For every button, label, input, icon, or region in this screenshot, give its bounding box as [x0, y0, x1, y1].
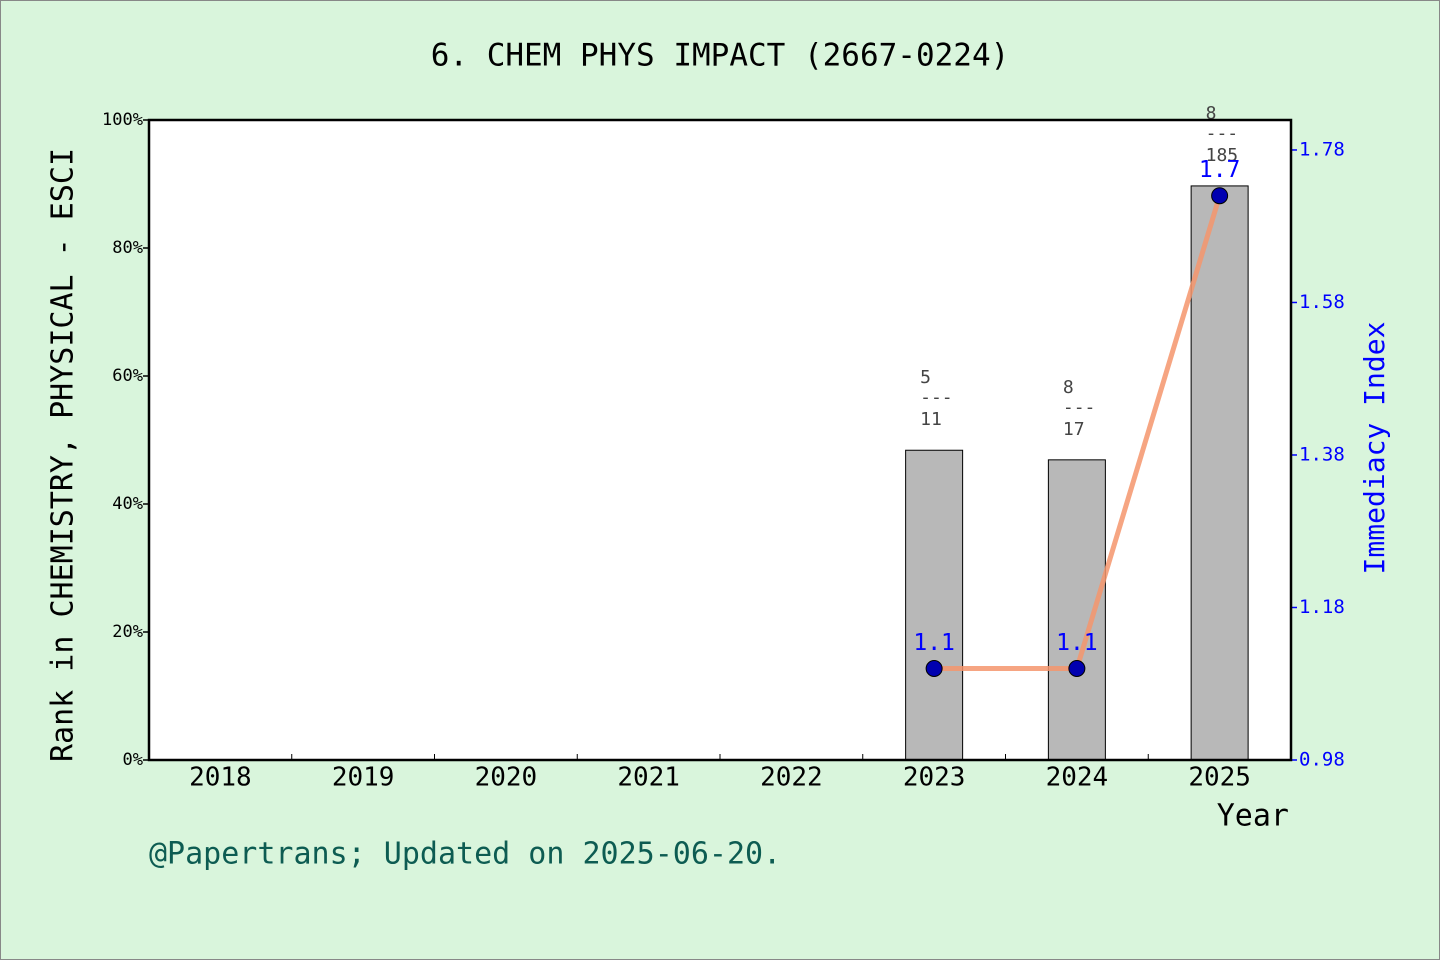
total-label: 185	[1206, 145, 1239, 166]
total-label: 11	[920, 409, 942, 430]
x-tick-label: 2020	[475, 763, 538, 793]
chart-title: 6. CHEM PHYS IMPACT (2667-0224)	[431, 38, 1010, 74]
rank-label: 5	[920, 367, 931, 388]
rank-label: 8	[1063, 377, 1074, 398]
y2-tick-label: 1.38	[1299, 443, 1345, 465]
y-tick-label: 20%	[112, 622, 143, 642]
y2-axis-title: Immediacy Index	[1358, 322, 1391, 575]
x-tick-label: 2019	[332, 763, 395, 793]
total-label: 17	[1063, 419, 1085, 440]
y2-tick-label: 1.18	[1299, 596, 1345, 618]
y-tick-label: 0%	[123, 750, 143, 770]
y-tick-label: 60%	[112, 366, 143, 386]
line-value-label: 1.1	[1056, 630, 1098, 656]
x-tick-label: 2025	[1188, 763, 1251, 793]
line-value-label: 1.7	[1199, 157, 1241, 183]
rank-separator: ---	[1206, 123, 1239, 144]
y2-tick-label: 1.58	[1299, 291, 1345, 313]
y-tick-label: 100%	[102, 110, 143, 130]
rank-separator: ---	[920, 387, 953, 408]
x-axis-title: Year	[1217, 799, 1289, 834]
line-marker	[925, 659, 943, 677]
line-marker	[1211, 187, 1229, 205]
y-tick-label: 80%	[112, 238, 143, 258]
rank-separator: ---	[1063, 397, 1096, 418]
x-tick-label: 2024	[1046, 763, 1109, 793]
line-marker	[1068, 659, 1086, 677]
bar	[905, 449, 964, 761]
footer: @Papertrans; Updated on 2025-06-20.	[149, 837, 781, 872]
plot-area	[149, 120, 1291, 760]
x-tick-label: 2022	[760, 763, 823, 793]
x-tick-label: 2021	[617, 763, 680, 793]
plot-frame	[147, 118, 1293, 762]
line-value-label: 1.1	[913, 630, 955, 656]
y-axis-title: Rank in CHEMISTRY, PHYSICAL - ESCI	[46, 148, 81, 762]
y-tick-label: 40%	[112, 494, 143, 514]
rank-label: 8	[1206, 103, 1217, 124]
bar	[1190, 185, 1249, 761]
x-tick-label: 2018	[189, 763, 252, 793]
y2-tick-label: 0.98	[1299, 749, 1345, 771]
y2-tick-label: 1.78	[1299, 138, 1345, 160]
x-tick-label: 2023	[903, 763, 966, 793]
